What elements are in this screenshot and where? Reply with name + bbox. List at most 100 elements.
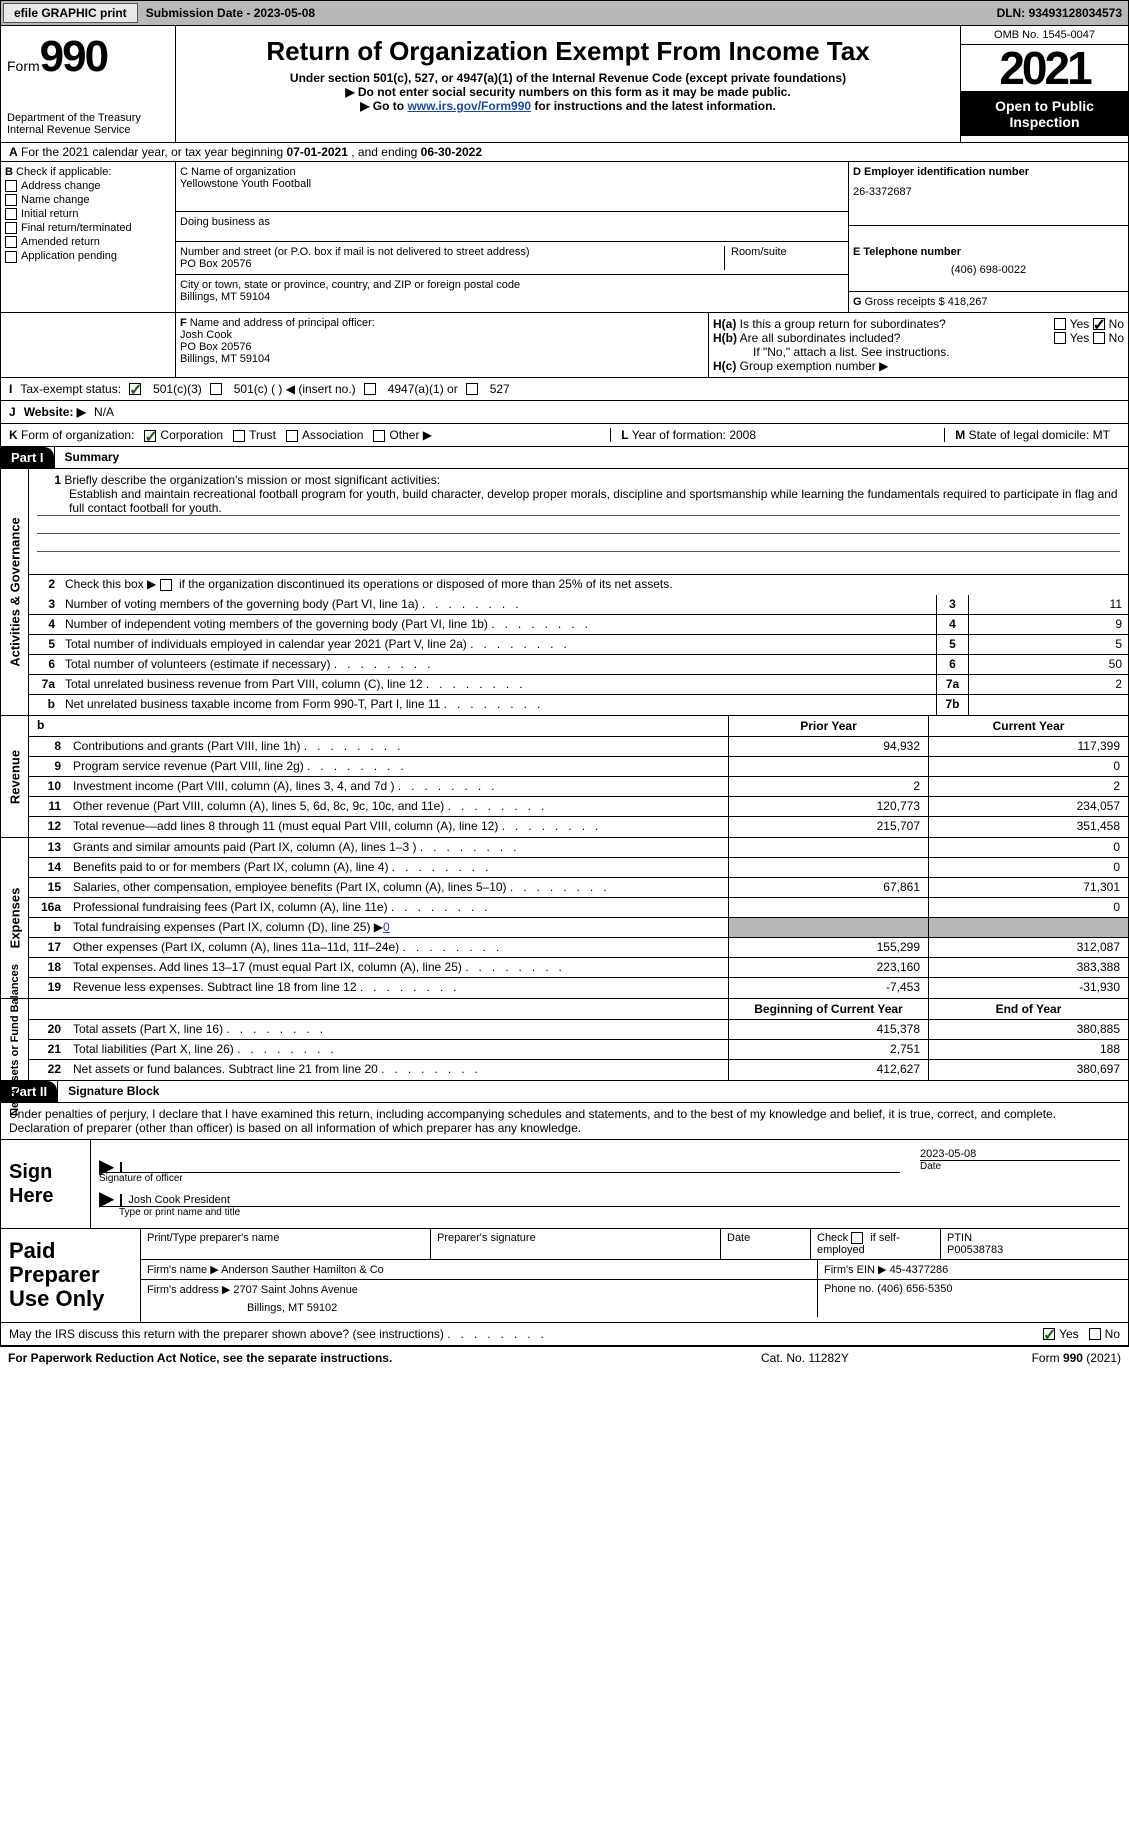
table-row: 17Other expenses (Part IX, column (A), l… <box>29 938 1128 958</box>
ein-value: 26-3372687 <box>853 186 1124 198</box>
identity-grid: B Check if applicable: Address change Na… <box>0 162 1129 313</box>
expenses-section: Expenses 13Grants and similar amounts pa… <box>0 838 1129 999</box>
sign-here-block: Sign Here ▶ Signature of officer 2023-05… <box>0 1140 1129 1229</box>
chk-discuss-no[interactable] <box>1089 1328 1101 1340</box>
table-row: 14Benefits paid to or for members (Part … <box>29 858 1128 878</box>
ssn-warning: ▶ Do not enter social security numbers o… <box>182 85 954 99</box>
table-row: 11Other revenue (Part VIII, column (A), … <box>29 797 1128 817</box>
line6-value: 50 <box>968 655 1128 674</box>
sign-date: 2023-05-08 <box>920 1148 976 1160</box>
chk-discuss-yes[interactable] <box>1043 1328 1055 1340</box>
chk-other[interactable] <box>373 430 385 442</box>
firm-name: Anderson Sauther Hamilton & Co <box>221 1264 384 1276</box>
chk-application-pending[interactable]: Application pending <box>5 250 171 262</box>
year-block: OMB No. 1545-0047 2021 Open to Public In… <box>960 26 1128 142</box>
instructions-link[interactable]: www.irs.gov/Form990 <box>407 99 531 113</box>
col-d-ein: D Employer identification number 26-3372… <box>848 162 1128 242</box>
phone-value: (406) 698-0022 <box>853 264 1124 276</box>
irs-label: Internal Revenue Service <box>7 124 169 136</box>
perjury-declaration: Under penalties of perjury, I declare th… <box>0 1103 1129 1140</box>
dba-box: Doing business as <box>176 212 848 242</box>
table-row: 9Program service revenue (Part VIII, lin… <box>29 757 1128 777</box>
chk-trust[interactable] <box>233 430 245 442</box>
chk-corporation[interactable] <box>144 430 156 442</box>
irs-discuss-row: May the IRS discuss this return with the… <box>0 1323 1129 1346</box>
line5-value: 5 <box>968 635 1128 654</box>
firm-address-2: Billings, MT 59102 <box>147 1296 811 1314</box>
chk-name-change[interactable]: Name change <box>5 194 171 206</box>
table-row: 12Total revenue—add lines 8 through 11 (… <box>29 817 1128 837</box>
table-row: 21Total liabilities (Part X, line 26)2,7… <box>29 1040 1128 1060</box>
row-a-tax-year: A For the 2021 calendar year, or tax yea… <box>0 143 1129 162</box>
chk-amended-return[interactable]: Amended return <box>5 236 171 248</box>
col-c-org-info: C Name of organization Yellowstone Youth… <box>176 162 1128 312</box>
firm-address-1: 2707 Saint Johns Avenue <box>233 1284 358 1296</box>
officer-name: Josh Cook <box>180 329 704 341</box>
chk-self-employed[interactable] <box>851 1232 863 1244</box>
gross-receipts-box: G Gross receipts $ 418,267 <box>849 292 1128 312</box>
form-title: Return of Organization Exempt From Incom… <box>182 36 954 67</box>
chk-4947[interactable] <box>364 383 376 395</box>
chk-discontinued[interactable] <box>160 579 172 591</box>
principal-officer-box: F Name and address of principal officer:… <box>176 313 708 377</box>
revenue-section: Revenue b Prior Year Current Year 8Contr… <box>0 716 1129 838</box>
phone-box: E Telephone number (406) 698-0022 <box>849 242 1128 292</box>
open-to-public: Open to Public Inspection <box>961 92 1128 136</box>
submission-date: Submission Date - 2023-05-08 <box>140 6 321 20</box>
chk-501c3[interactable] <box>129 383 141 395</box>
netassets-section: Net Assets or Fund Balances Beginning of… <box>0 999 1129 1081</box>
line7a-value: 2 <box>968 675 1128 694</box>
ha-no-checkbox[interactable] <box>1093 318 1105 330</box>
form-number-footer: Form 990 (2021) <box>961 1351 1121 1365</box>
line4-value: 9 <box>968 615 1128 634</box>
side-label-netassets: Net Assets or Fund Balances <box>9 964 21 1116</box>
table-row: 10Investment income (Part VIII, column (… <box>29 777 1128 797</box>
city-box: City or town, state or province, country… <box>176 275 848 307</box>
chk-final-return[interactable]: Final return/terminated <box>5 222 171 234</box>
website-value: N/A <box>94 405 114 419</box>
prior-year-header: Prior Year <box>728 716 928 736</box>
firm-ein: 45-4377286 <box>890 1264 949 1276</box>
form-subtitle: Under section 501(c), 527, or 4947(a)(1)… <box>182 71 954 85</box>
table-row: 22Net assets or fund balances. Subtract … <box>29 1060 1128 1080</box>
end-year-header: End of Year <box>928 999 1128 1019</box>
side-label-revenue: Revenue <box>7 749 22 803</box>
chk-association[interactable] <box>286 430 298 442</box>
org-name-box: C Name of organization Yellowstone Youth… <box>176 162 848 212</box>
year-formation: 2008 <box>729 428 756 442</box>
part-i-header: Part I Summary <box>0 447 1129 469</box>
footer: For Paperwork Reduction Act Notice, see … <box>0 1346 1129 1369</box>
chk-527[interactable] <box>466 383 478 395</box>
mission-description: Establish and maintain recreational foot… <box>37 487 1120 516</box>
line7b-value <box>968 695 1128 715</box>
chk-501c[interactable] <box>210 383 222 395</box>
col-b-checkboxes: B Check if applicable: Address change Na… <box>1 162 176 312</box>
table-row: 8Contributions and grants (Part VIII, li… <box>29 737 1128 757</box>
dln: DLN: 93493128034573 <box>991 6 1128 20</box>
gross-receipts-value: 418,267 <box>948 296 988 308</box>
chk-address-change[interactable]: Address change <box>5 180 171 192</box>
topbar: efile GRAPHIC print Submission Date - 20… <box>0 0 1129 26</box>
table-row: 16aProfessional fundraising fees (Part I… <box>29 898 1128 918</box>
part-ii-header: Part II Signature Block <box>0 1081 1129 1103</box>
tax-year: 2021 <box>961 45 1128 92</box>
activities-governance-section: Activities & Governance 1 Briefly descri… <box>0 469 1129 716</box>
room-suite: Room/suite <box>724 246 844 270</box>
firm-phone: (406) 656-5350 <box>877 1283 952 1295</box>
table-row: 20Total assets (Part X, line 16)415,3783… <box>29 1020 1128 1040</box>
org-name: Yellowstone Youth Football <box>180 178 844 190</box>
efile-print-button[interactable]: efile GRAPHIC print <box>3 3 138 23</box>
officer-name-title: Josh Cook President <box>128 1194 230 1206</box>
row-i-tax-status: I Tax-exempt status: 501(c)(3) 501(c) ( … <box>0 378 1129 401</box>
side-label-activities: Activities & Governance <box>7 517 22 667</box>
hb-no-checkbox[interactable] <box>1093 332 1105 344</box>
row-k-form-org: K Form of organization: Corporation Trus… <box>0 424 1129 447</box>
row-f-h: F Name and address of principal officer:… <box>0 313 1129 378</box>
dept-treasury: Department of the Treasury <box>7 112 169 124</box>
paid-preparer-block: Paid Preparer Use Only Print/Type prepar… <box>0 1229 1129 1323</box>
chk-initial-return[interactable]: Initial return <box>5 208 171 220</box>
address-box: Number and street (or P.O. box if mail i… <box>176 242 848 275</box>
ha-yes-checkbox[interactable] <box>1054 318 1066 330</box>
hb-yes-checkbox[interactable] <box>1054 332 1066 344</box>
row-j-website: J Website: ▶ N/A <box>0 401 1129 424</box>
